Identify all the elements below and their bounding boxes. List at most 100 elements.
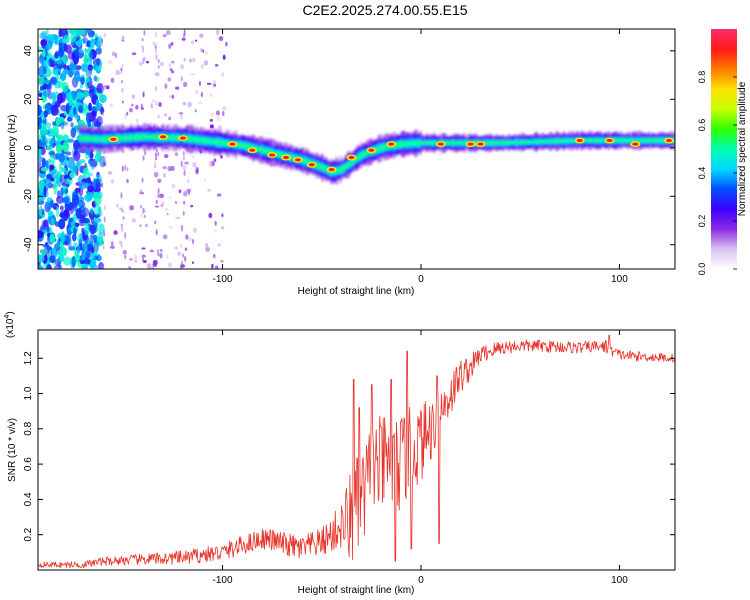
noise-blob: [70, 127, 77, 138]
noise-blob: [70, 33, 77, 43]
ridge-cell: [408, 141, 411, 146]
noise-streak: [180, 76, 183, 82]
ridge-cell: [433, 141, 436, 145]
noise-streak: [100, 83, 103, 89]
ridge-cell: [448, 141, 450, 145]
spectrogram-ylabel: Frequency (Hz): [7, 115, 18, 184]
noise-blob: [159, 249, 163, 253]
noise-blob: [55, 117, 61, 126]
ridge-cell: [120, 136, 123, 141]
hotspot-core: [477, 142, 484, 146]
noise-streak: [121, 79, 124, 84]
noise-blob: [166, 212, 169, 216]
noise-blob: [40, 167, 49, 172]
ridge-cell: [171, 135, 174, 141]
ridge-cell: [567, 139, 569, 143]
noise-blob: [73, 107, 77, 115]
noise-blob: [213, 158, 217, 163]
ridge-cell: [541, 140, 543, 144]
ridge-cell: [537, 140, 540, 144]
noise-blob: [160, 203, 164, 208]
noise-blob: [49, 233, 56, 244]
noise-blob: [57, 190, 61, 200]
colorbar-tick-label: 0.8: [697, 71, 707, 84]
noise-blob: [150, 103, 153, 109]
noise-blob: [45, 201, 50, 208]
noise-blob: [92, 234, 98, 241]
noise-blob: [195, 167, 199, 173]
ridge-cell: [620, 138, 623, 143]
ridge-cell: [572, 139, 574, 143]
noise-blob: [68, 69, 74, 78]
noise-blob: [152, 41, 157, 46]
ridge-cell: [196, 138, 199, 142]
ridge-cell: [155, 134, 157, 140]
ridge-cell: [145, 135, 148, 139]
hotspot-core: [467, 142, 474, 146]
ridge-cell: [626, 139, 629, 142]
ridge-cell: [144, 135, 147, 139]
ridge-cell: [268, 149, 270, 155]
snr-ylabel: SNR (10 * v/v): [7, 418, 18, 482]
noise-blob: [167, 165, 173, 172]
snr-ytick-label: 0.6: [23, 457, 34, 471]
ridge-cell: [214, 139, 217, 145]
noise-streak: [122, 216, 125, 220]
noise-streak: [142, 46, 145, 53]
noise-blob: [73, 76, 82, 82]
ridge-cell: [357, 154, 360, 160]
noise-blob: [44, 78, 50, 85]
noise-blob: [159, 193, 165, 199]
ridge-cell: [452, 141, 455, 145]
ridge-cell: [625, 138, 628, 143]
noise-blob: [207, 188, 211, 192]
ridge-cell: [167, 135, 169, 141]
noise-streak: [121, 226, 124, 232]
noise-blob: [170, 70, 175, 74]
noise-streak: [155, 156, 158, 161]
ridge-cell: [200, 138, 203, 143]
snr-xtick-label: 100: [611, 575, 628, 586]
hotspot-core: [606, 138, 613, 143]
noise-blob: [68, 217, 74, 222]
snr-ytick-label: 0.2: [23, 527, 34, 541]
ridge-cell: [529, 140, 531, 144]
ridge-cell: [505, 141, 507, 145]
noise-blob: [94, 121, 101, 128]
noise-blob: [160, 61, 164, 67]
noise-blob: [189, 58, 192, 63]
noise-blob: [98, 236, 104, 246]
ridge-cell: [382, 145, 385, 150]
spectrogram-axes: -100 0 100 -40 -20 0 20 40: [23, 29, 675, 285]
noise-blob: [68, 95, 74, 106]
ridge-cell: [650, 139, 653, 143]
noise-blob: [54, 38, 58, 44]
ridge-cell: [215, 139, 218, 145]
ridge-cell: [342, 166, 344, 172]
noise-blob: [198, 101, 202, 105]
noise-blob: [192, 161, 195, 168]
noise-blob: [222, 54, 226, 60]
ridge-cell: [532, 140, 535, 144]
ridge-cell: [449, 141, 451, 145]
noise-streak: [103, 85, 106, 90]
ridge-cell: [324, 166, 326, 171]
noise-blob: [181, 164, 187, 171]
ridge-cell: [627, 139, 630, 142]
ridge-cell: [496, 141, 499, 145]
ridge-cell: [600, 139, 603, 142]
ridge-cell: [594, 138, 597, 143]
noise-streak: [142, 155, 145, 161]
ridge-cell: [569, 139, 572, 143]
ridge-cell: [507, 141, 510, 144]
snr-xlabel: Height of straight line (km): [298, 585, 415, 596]
ridge-cell: [506, 141, 509, 145]
noise-blob: [162, 234, 168, 240]
ridge-cell: [148, 135, 150, 139]
noise-streak: [124, 254, 127, 259]
noise-blob: [225, 41, 228, 47]
noise-blob: [174, 152, 179, 157]
noise-blob: [216, 29, 220, 36]
ridge-cell: [305, 159, 307, 164]
ridge-cell: [363, 152, 366, 156]
